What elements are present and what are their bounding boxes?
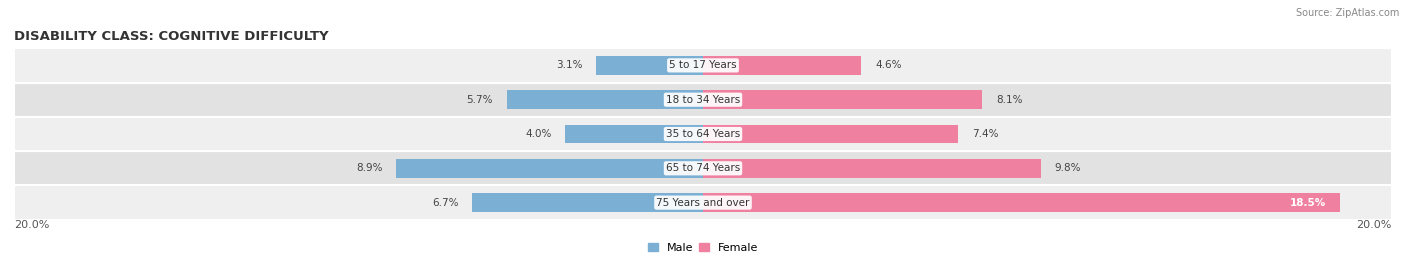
Text: 18.5%: 18.5%	[1291, 198, 1326, 208]
Text: 20.0%: 20.0%	[1357, 220, 1392, 230]
Bar	[596, 56, 703, 75]
Text: 65 to 74 Years: 65 to 74 Years	[666, 163, 740, 173]
Text: 5 to 17 Years: 5 to 17 Years	[669, 60, 737, 70]
Bar	[472, 193, 703, 212]
Bar	[703, 90, 981, 109]
Text: 6.7%: 6.7%	[432, 198, 458, 208]
Bar	[14, 48, 1392, 83]
Legend: Male, Female: Male, Female	[644, 238, 762, 257]
Text: DISABILITY CLASS: COGNITIVE DIFFICULTY: DISABILITY CLASS: COGNITIVE DIFFICULTY	[14, 30, 329, 43]
Bar	[565, 125, 703, 143]
Bar	[14, 83, 1392, 117]
Bar	[506, 90, 703, 109]
Text: 8.1%: 8.1%	[995, 95, 1022, 105]
Bar	[703, 56, 862, 75]
Text: 5.7%: 5.7%	[467, 95, 494, 105]
Text: 4.0%: 4.0%	[524, 129, 551, 139]
Bar	[14, 151, 1392, 185]
Text: 18 to 34 Years: 18 to 34 Years	[666, 95, 740, 105]
Text: 35 to 64 Years: 35 to 64 Years	[666, 129, 740, 139]
Bar	[703, 159, 1040, 178]
Text: 8.9%: 8.9%	[356, 163, 382, 173]
Text: 9.8%: 9.8%	[1054, 163, 1081, 173]
Bar	[14, 185, 1392, 220]
Bar	[14, 117, 1392, 151]
Bar	[703, 193, 1340, 212]
Text: Source: ZipAtlas.com: Source: ZipAtlas.com	[1295, 8, 1399, 18]
Text: 4.6%: 4.6%	[875, 60, 901, 70]
Text: 20.0%: 20.0%	[14, 220, 49, 230]
Text: 3.1%: 3.1%	[555, 60, 582, 70]
Bar	[396, 159, 703, 178]
Bar	[703, 125, 957, 143]
Text: 75 Years and over: 75 Years and over	[657, 198, 749, 208]
Text: 7.4%: 7.4%	[972, 129, 998, 139]
